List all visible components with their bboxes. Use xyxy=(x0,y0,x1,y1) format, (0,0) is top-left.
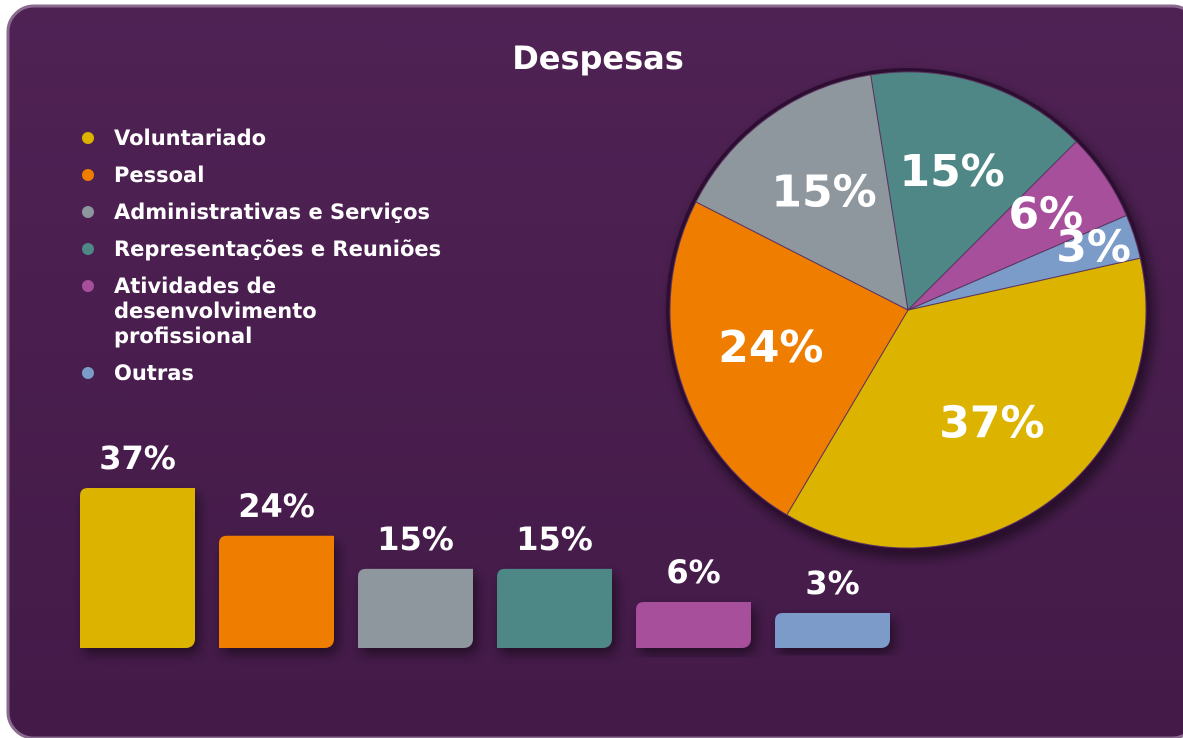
legend-swatch xyxy=(82,243,94,255)
slice-label: 24% xyxy=(718,322,823,373)
pie-slice xyxy=(786,257,1147,549)
pie-slice xyxy=(907,214,1141,311)
slice-label: 37% xyxy=(939,398,1044,449)
chart-title: Despesas xyxy=(512,39,684,77)
bar-label: 3% xyxy=(805,564,859,602)
bar xyxy=(636,601,751,648)
legend-swatch xyxy=(82,169,94,181)
legend-label: Pessoal xyxy=(114,163,205,187)
legend-label: Outras xyxy=(114,361,194,385)
legend-swatch xyxy=(82,280,94,292)
legend-item: Voluntariado xyxy=(82,126,494,151)
legend-swatch xyxy=(82,206,94,218)
legend-item: Pessoal xyxy=(82,163,494,188)
bar xyxy=(219,535,334,648)
bar-label: 15% xyxy=(516,520,593,558)
legend-item: Atividades de desenvolvimento profission… xyxy=(82,274,317,349)
bar xyxy=(358,568,473,648)
pie-slice xyxy=(695,74,909,311)
bar-label: 6% xyxy=(666,553,720,591)
bar-label: 37% xyxy=(99,439,176,477)
legend-label: Representações e Reuniões xyxy=(114,237,442,261)
bar-label: 24% xyxy=(238,487,315,525)
bar xyxy=(80,488,195,648)
legend-label: Voluntariado xyxy=(114,126,267,150)
legend-item: Outras xyxy=(82,361,494,386)
legend-swatch xyxy=(82,132,94,144)
legend-label: Atividades de desenvolvimento profission… xyxy=(114,274,317,348)
slice-label: 15% xyxy=(771,166,876,217)
slice-label: 15% xyxy=(899,146,1004,197)
slice-label: 3% xyxy=(1056,222,1131,273)
bar xyxy=(497,568,612,648)
legend-label: Administrativas e Serviços xyxy=(114,200,431,224)
bar-label: 15% xyxy=(377,520,454,558)
legend-swatch xyxy=(82,367,94,379)
legend: Voluntariado Pessoal Administrativas e Ser… xyxy=(82,126,494,398)
bar xyxy=(775,612,890,648)
pie-slice xyxy=(870,71,1077,312)
legend-item: Representações e Reuniões xyxy=(82,237,494,262)
legend-item: Administrativas e Serviços xyxy=(82,200,494,225)
slice-label: 6% xyxy=(1008,188,1083,239)
